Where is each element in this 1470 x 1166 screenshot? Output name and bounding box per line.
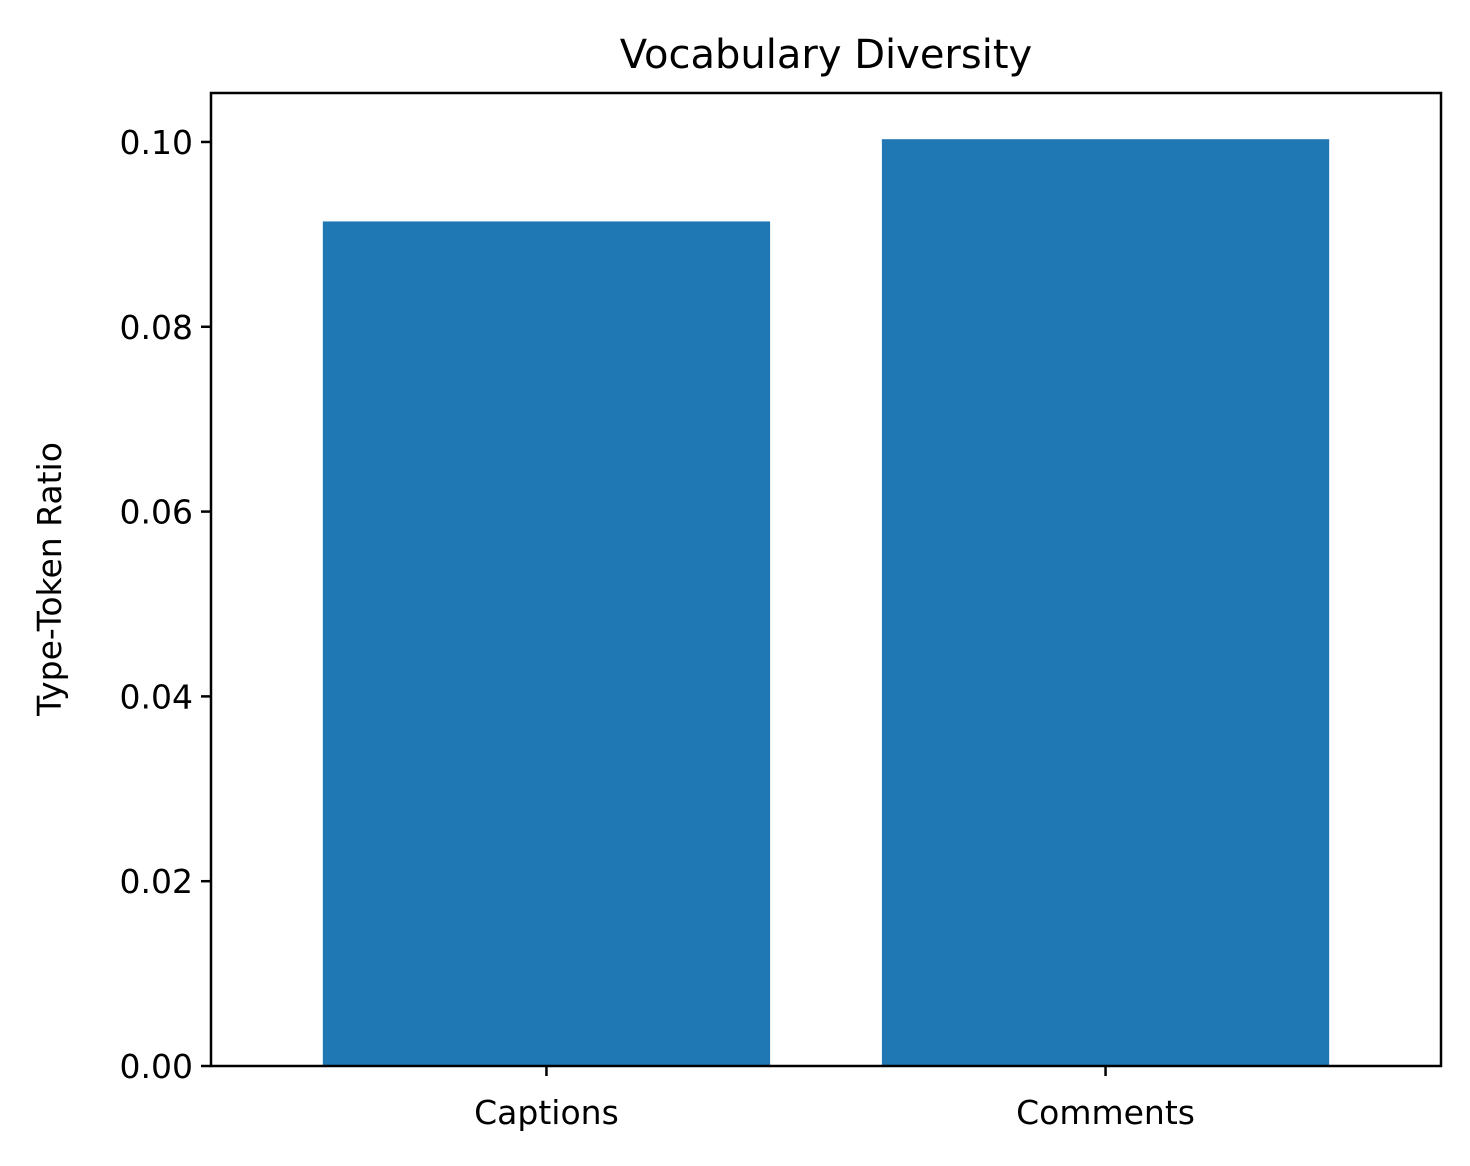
y-tick-label-5: 0.10 [120, 123, 193, 162]
y-tick-label-0: 0.00 [120, 1047, 193, 1086]
bar-captions [322, 221, 771, 1066]
plot-frame [209, 91, 1443, 1068]
y-axis-label: Type-Token Ratio [30, 442, 69, 717]
axes-layer: Captions Comments 0.00 0.02 0.04 0.06 0.08 0.10 [120, 123, 1195, 1132]
y-tick-label-3: 0.06 [120, 493, 193, 532]
bars-layer [322, 139, 1330, 1066]
y-tick-label-1: 0.02 [120, 862, 193, 901]
bar-comments [881, 139, 1330, 1066]
chart-title: Vocabulary Diversity [620, 32, 1032, 78]
y-tick-label-2: 0.04 [120, 677, 193, 716]
x-tick-label-captions: Captions [474, 1093, 619, 1132]
y-tick-label-4: 0.08 [120, 308, 193, 347]
x-tick-label-comments: Comments [1016, 1093, 1195, 1132]
